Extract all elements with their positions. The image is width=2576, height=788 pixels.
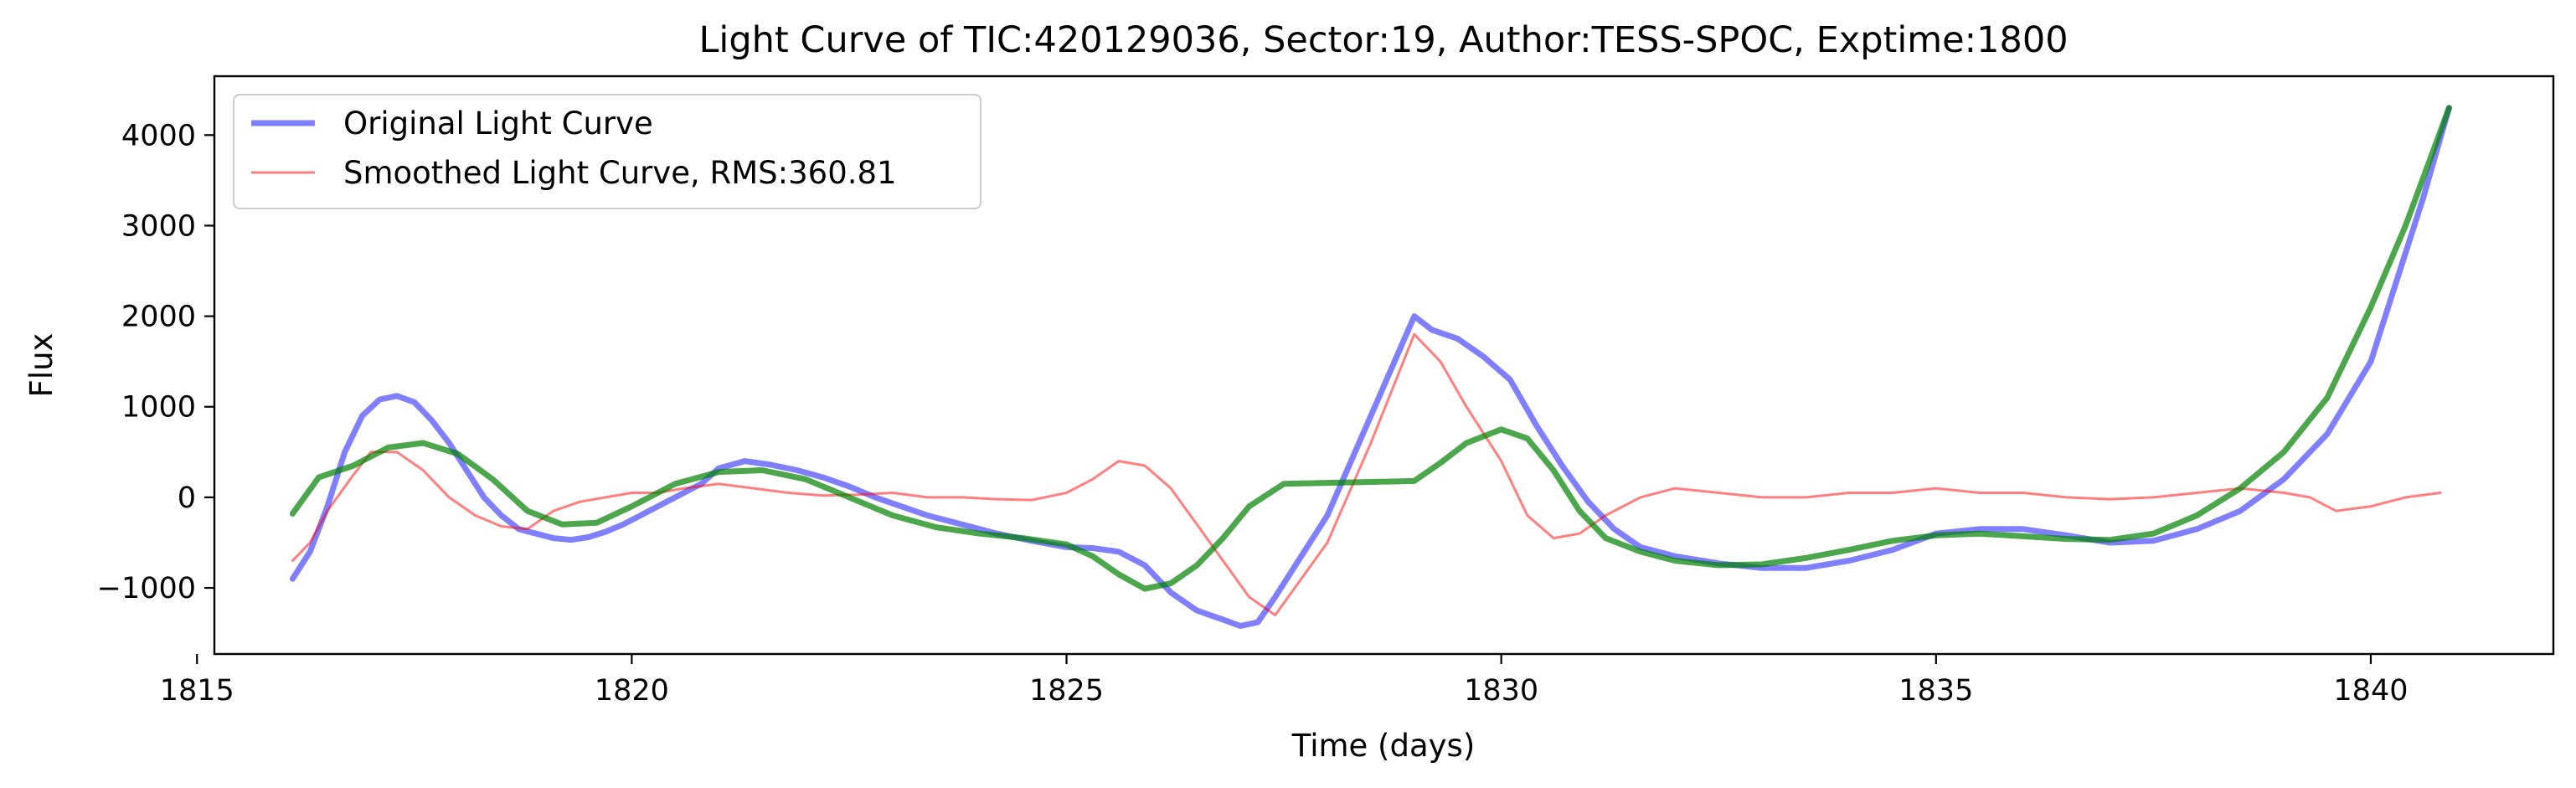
series-layer bbox=[289, 105, 2452, 629]
y-axis-title: Flux bbox=[23, 333, 59, 398]
x-tick-label: 1825 bbox=[1029, 674, 1104, 708]
x-axis-title: Time (days) bbox=[1291, 728, 1476, 764]
trend-fit-line bbox=[289, 105, 2452, 592]
y-tick-label: 0 bbox=[178, 482, 196, 515]
x-tick-label: 1835 bbox=[1899, 674, 1973, 708]
y-tick-label: 4000 bbox=[121, 119, 196, 152]
x-tick-label: 1820 bbox=[595, 674, 669, 708]
plot-frame bbox=[213, 75, 2555, 656]
legend-label-original: Original Light Curve bbox=[343, 106, 653, 142]
y-tick-label: 3000 bbox=[121, 209, 196, 243]
y-tick-label: −1000 bbox=[97, 572, 196, 605]
chart-title: Light Curve of TIC:420129036, Sector:19,… bbox=[698, 19, 2068, 61]
x-tick-label: 1840 bbox=[2333, 674, 2408, 708]
legend: Original Light Curve Smoothed Light Curv… bbox=[233, 94, 981, 209]
y-axis: −1000 0 1000 2000 3000 4000 bbox=[97, 119, 214, 605]
smoothed-light-curve-line bbox=[291, 332, 2442, 616]
x-tick-label: 1830 bbox=[1464, 674, 1538, 708]
legend-label-smoothed: Smoothed Light Curve, RMS:360.81 bbox=[343, 155, 897, 191]
y-tick-label: 2000 bbox=[121, 301, 196, 334]
x-tick-label: 1815 bbox=[160, 674, 234, 708]
legend-box bbox=[233, 94, 981, 209]
x-axis: 1815 1820 1825 1830 1835 1840 bbox=[160, 654, 2408, 708]
y-tick-label: 1000 bbox=[121, 391, 196, 425]
